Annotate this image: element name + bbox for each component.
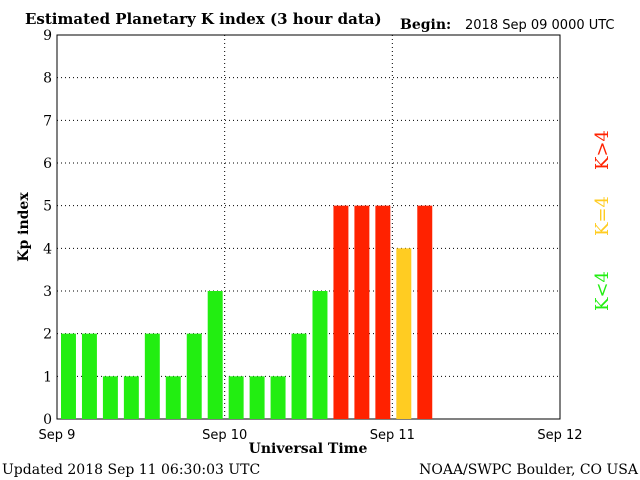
- y-tick-label: 4: [43, 241, 52, 257]
- kp-bar: [270, 376, 286, 419]
- y-tick-label: 7: [43, 113, 52, 129]
- kp-bar: [61, 333, 76, 419]
- y-axis-ticks: 0 1 2 3 4 5 6 7 8 9: [43, 28, 52, 428]
- kp-bar: [333, 205, 349, 419]
- x-tick-label: Sep 9: [39, 428, 76, 443]
- y-tick-label: 0: [43, 412, 52, 428]
- bars: [61, 205, 433, 419]
- legend-k-less-4: K<4: [592, 271, 613, 311]
- x-tick-label: Sep 12: [537, 428, 582, 443]
- kp-bar: [144, 333, 160, 419]
- kp-bar: [396, 248, 412, 419]
- plot-frame: [56, 34, 561, 420]
- x-axis-label: Universal Time: [249, 441, 368, 457]
- kp-bar: [249, 376, 265, 419]
- source-credit: NOAA/SWPC Boulder, CO USA: [419, 462, 639, 478]
- kp-bar: [81, 333, 97, 419]
- kp-bar: [207, 291, 223, 419]
- x-axis-ticks: Sep 9 Sep 10 Sep 11 Sep 12: [39, 428, 583, 443]
- gridlines: [57, 35, 560, 419]
- begin-value: 2018 Sep 09 0000 UTC: [465, 18, 615, 33]
- y-tick-label: 8: [43, 71, 52, 87]
- y-tick-label: 3: [43, 284, 52, 300]
- kp-bar: [291, 333, 307, 419]
- y-tick-label: 6: [43, 156, 52, 172]
- kp-bar: [354, 205, 370, 419]
- y-tick-label: 2: [43, 327, 52, 343]
- kp-bar: [186, 333, 202, 419]
- kp-bar: [102, 376, 118, 419]
- legend-k-greater-4: K>4: [592, 130, 613, 170]
- kp-bar: [228, 376, 244, 419]
- kp-bar: [312, 291, 328, 419]
- begin-label: Begin:: [400, 17, 451, 33]
- kp-bar: [375, 205, 391, 419]
- y-axis-label: Kp index: [16, 192, 32, 262]
- kp-bar: [123, 376, 139, 419]
- kp-bar: [417, 205, 433, 419]
- legend-k-equal-4: K=4: [592, 196, 613, 236]
- x-tick-label: Sep 10: [202, 428, 247, 443]
- kp-bar: [165, 376, 181, 419]
- y-tick-label: 1: [43, 369, 52, 385]
- y-tick-label: 9: [43, 28, 52, 44]
- updated-timestamp: Updated 2018 Sep 11 06:30:03 UTC: [2, 462, 260, 478]
- x-tick-label: Sep 11: [370, 428, 415, 443]
- y-tick-label: 5: [43, 199, 52, 215]
- chart-title: Estimated Planetary K index (3 hour data…: [25, 10, 382, 28]
